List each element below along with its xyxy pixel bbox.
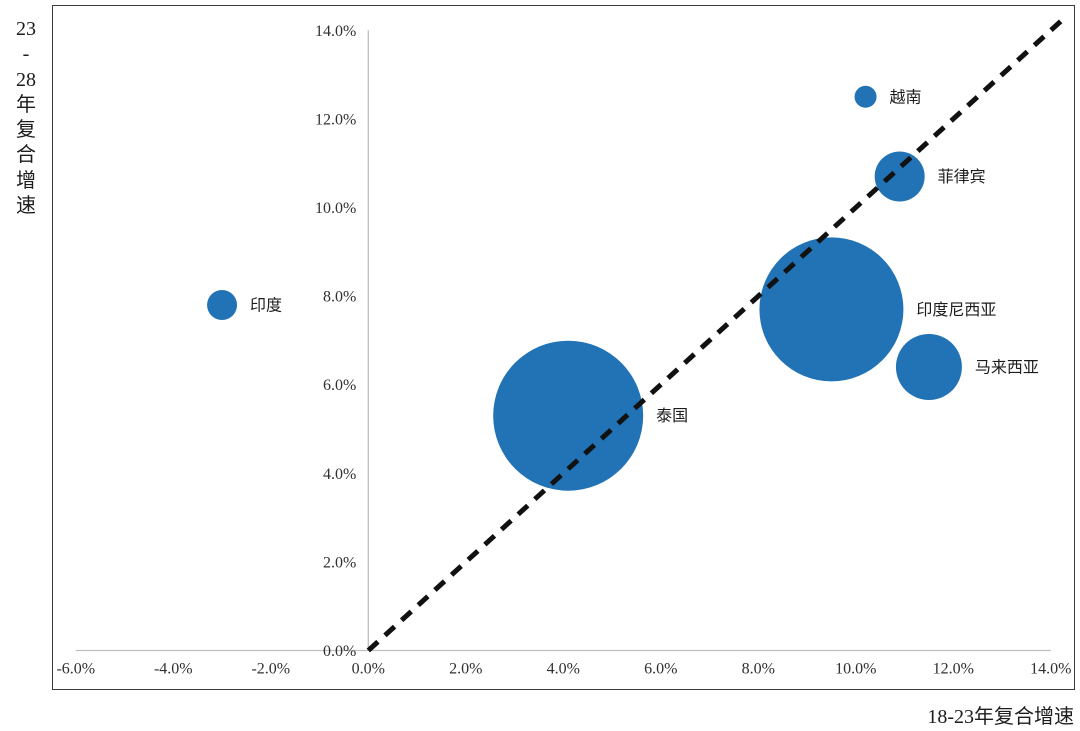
y-axis-title-segment: 复	[16, 119, 36, 142]
y-tick-label: 12.0%	[315, 111, 356, 128]
bubble-indonesia	[759, 237, 904, 382]
y-tick-label: 10.0%	[315, 200, 356, 217]
bubble-label-malaysia: 马来西亚	[975, 358, 1039, 376]
x-axis-title: 18-23年复合增速	[927, 706, 1074, 728]
y-axis-title-segment: 年	[16, 93, 36, 116]
y-axis-title-segment: 速	[16, 195, 36, 218]
bubble-philippines	[874, 151, 925, 202]
x-tick-label: -6.0%	[56, 661, 95, 678]
bubble-label-vietnam: 越南	[890, 88, 922, 106]
y-tick-label: 8.0%	[323, 289, 356, 306]
x-tick-label: 12.0%	[933, 661, 974, 678]
y-tick-label: 0.0%	[323, 643, 356, 660]
bubble-label-philippines: 菲律宾	[938, 168, 986, 186]
y-axis-title-segment: 23	[16, 18, 36, 40]
bubble-india	[207, 289, 238, 320]
x-tick-label: 8.0%	[742, 661, 775, 678]
diagonal-reference-line	[366, 17, 1065, 653]
y-tick-label: 6.0%	[323, 377, 356, 394]
x-tick-label: 4.0%	[547, 661, 580, 678]
y-axis-title-segment: 增	[16, 169, 36, 192]
y-tick-label: 2.0%	[323, 554, 356, 571]
bubble-label-thailand: 泰国	[656, 407, 688, 425]
y-tick-label: 14.0%	[315, 23, 356, 40]
x-tick-label: 2.0%	[449, 661, 482, 678]
x-tick-label: -2.0%	[251, 661, 290, 678]
x-tick-label: 0.0%	[352, 661, 385, 678]
bubble-label-india: 印度	[250, 296, 282, 314]
x-tick-label: 6.0%	[644, 661, 677, 678]
bubble-thailand	[493, 340, 644, 491]
y-tick-label: 4.0%	[323, 466, 356, 483]
x-tick-label: 14.0%	[1030, 661, 1071, 678]
y-axis-title-segment: 合	[16, 144, 36, 167]
y-axis-title: 23 -28 年复合增速	[6, 17, 46, 219]
y-axis-title-segment: 28	[16, 68, 36, 91]
y-axis-title-segment: -	[22, 43, 30, 66]
x-tick-label: 10.0%	[835, 661, 876, 678]
x-tick-label: -4.0%	[154, 661, 193, 678]
bubble-vietnam	[854, 85, 877, 108]
bubble-malaysia	[895, 333, 962, 400]
bubble-label-indonesia: 印度尼西亚	[916, 301, 996, 319]
